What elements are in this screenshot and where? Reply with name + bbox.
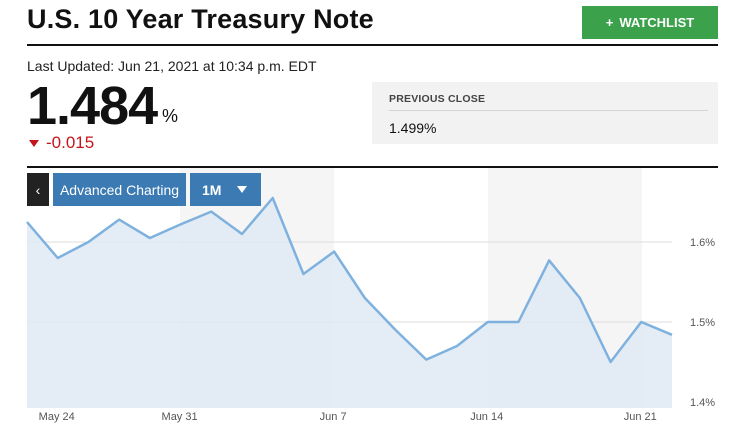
y-tick-label: 1.4% <box>690 397 715 409</box>
caret-down-icon <box>29 139 39 147</box>
last-updated: Last Updated: Jun 21, 2021 at 10:34 p.m.… <box>27 58 317 74</box>
page-title: U.S. 10 Year Treasury Note <box>27 4 374 34</box>
change-value: -0.015 <box>46 133 95 152</box>
x-tick-label: Jun 21 <box>624 411 657 423</box>
x-tick-label: May 24 <box>39 411 75 423</box>
chart-area <box>27 198 672 408</box>
previous-close-panel: PREVIOUS CLOSE 1.499% <box>372 82 718 144</box>
header-divider <box>27 44 718 46</box>
x-tick-label: Jun 14 <box>470 411 503 423</box>
range-select[interactable]: 1M <box>190 173 261 206</box>
quote-change: -0.015 <box>27 133 94 153</box>
watchlist-button[interactable]: + WATCHLIST <box>582 6 718 39</box>
chart-divider <box>27 166 718 168</box>
chevron-left-icon[interactable]: ‹ <box>27 173 49 206</box>
range-select-value: 1M <box>202 181 222 198</box>
quote-value: 1.484 <box>27 76 158 136</box>
price-chart: May 24 May 31 Jun 7 Jun 14 Jun 21 1.6% 1.5% 1.… <box>26 168 715 423</box>
previous-close-label: PREVIOUS CLOSE <box>389 93 486 105</box>
x-tick-label: Jun 7 <box>320 411 347 423</box>
plus-icon: + <box>605 15 614 30</box>
advanced-charting-button[interactable]: Advanced Charting <box>53 173 186 206</box>
previous-close-value: 1.499% <box>389 120 437 136</box>
caret-down-icon <box>237 186 248 193</box>
x-tick-label: May 31 <box>162 411 198 423</box>
y-tick-label: 1.5% <box>690 317 715 329</box>
quote-unit: % <box>162 106 179 126</box>
y-tick-label: 1.6% <box>690 237 715 249</box>
watchlist-label: WATCHLIST <box>619 15 695 30</box>
chart-line <box>26 196 673 364</box>
previous-close-divider <box>389 110 708 111</box>
